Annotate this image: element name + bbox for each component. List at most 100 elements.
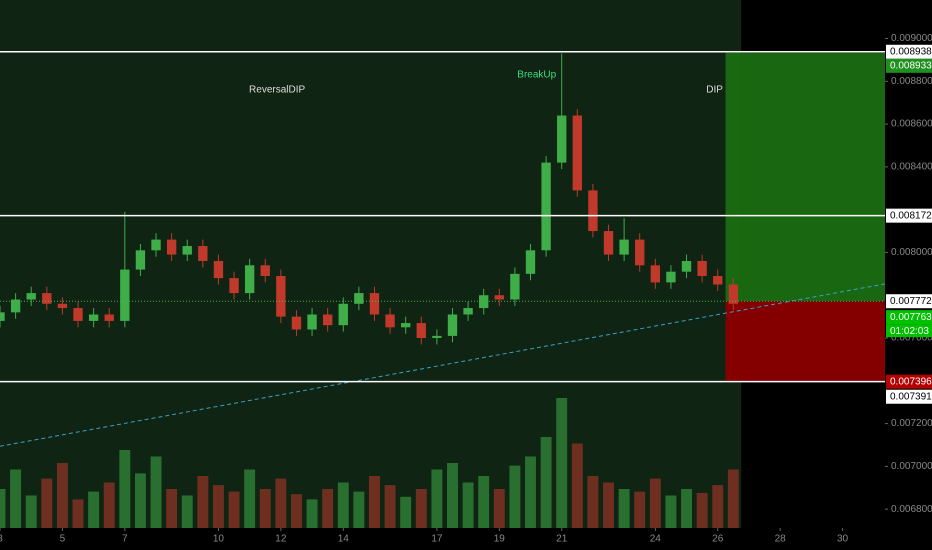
- volume-bar: [634, 491, 646, 528]
- x-tick-label: 28: [775, 534, 787, 545]
- candle-body: [354, 293, 364, 304]
- candle-body: [525, 250, 536, 274]
- candle-body: [42, 293, 52, 304]
- candle-body: [213, 261, 224, 279]
- volume-bar: [556, 398, 568, 528]
- volume-bar: [88, 491, 100, 528]
- candle-body: [572, 115, 582, 191]
- volume-bar: [587, 476, 599, 528]
- volume-bar: [478, 476, 490, 528]
- volume-bar: [525, 456, 536, 528]
- bid-box: [886, 389, 932, 404]
- candle-body: [0, 312, 5, 321]
- x-tick-label: 26: [712, 534, 724, 545]
- candle-body: [510, 273, 520, 300]
- volume-bar: [462, 482, 474, 528]
- x-tick-label: 5: [60, 534, 66, 545]
- volume-bar: [259, 489, 271, 528]
- candle-body: [244, 265, 255, 294]
- volume-bar: [25, 495, 37, 528]
- x-tick-label: 10: [213, 534, 225, 545]
- level-label: 0.008172: [890, 210, 932, 221]
- volume-bar: [212, 485, 224, 528]
- level-label: 0.008938: [890, 46, 932, 57]
- x-tick-label: 30: [837, 534, 849, 545]
- candle-body: [182, 246, 192, 255]
- volume-bar: [384, 485, 396, 528]
- y-tick-label: 0.009000: [891, 33, 932, 44]
- last-price-label: 0.007763: [890, 312, 932, 323]
- candle-body: [229, 278, 239, 294]
- candle-body: [588, 190, 598, 232]
- candle-body: [650, 265, 661, 283]
- candle-body: [166, 239, 177, 255]
- candle-body: [276, 275, 286, 317]
- volume-bar: [0, 489, 6, 528]
- candle-body: [260, 265, 270, 276]
- entry-box: [886, 294, 932, 309]
- volume-bar: [322, 489, 334, 528]
- y-tick-label: 0.008400: [891, 162, 932, 173]
- candle-body: [338, 303, 348, 326]
- target-label: 0.008933: [890, 60, 932, 71]
- volume-bar: [244, 469, 256, 528]
- candle-body: [603, 231, 614, 255]
- candle-body: [432, 335, 442, 339]
- candle-body: [494, 295, 504, 300]
- y-tick-label: 0.007000: [891, 461, 932, 472]
- candle-body: [88, 314, 99, 321]
- volume-bar: [228, 491, 240, 528]
- level-box: [886, 208, 932, 223]
- volume-bar: [369, 476, 380, 528]
- candle-body: [728, 284, 739, 304]
- candle-body: [307, 314, 317, 330]
- candle-body: [713, 275, 723, 285]
- candle-body: [557, 115, 567, 163]
- volume-bar: [400, 496, 412, 528]
- stop-zone: [725, 301, 885, 382]
- candle-body: [151, 239, 161, 251]
- annotation: DIP: [706, 85, 723, 96]
- volume-bar: [150, 456, 162, 528]
- volume-bar: [72, 499, 84, 528]
- candle-body: [198, 246, 208, 262]
- candle-body: [666, 271, 676, 283]
- countdown-box: [886, 324, 932, 338]
- x-tick-label: 24: [650, 534, 662, 545]
- target-box: [886, 58, 932, 73]
- candle-body: [619, 239, 629, 255]
- level-box: [886, 44, 932, 59]
- trendline: [0, 283, 886, 447]
- y-tick-label: 0.007600: [891, 333, 932, 344]
- volume-bar: [103, 482, 115, 528]
- volume-bar: [509, 465, 521, 528]
- volume-bar: [134, 473, 146, 528]
- volume-bar: [197, 476, 209, 528]
- volume-bar: [166, 489, 178, 528]
- candle-body: [697, 261, 707, 276]
- volume-bar: [306, 499, 318, 528]
- candle-body: [73, 308, 83, 321]
- candle-body: [400, 323, 411, 328]
- volume-bar: [540, 437, 552, 528]
- candle-body: [416, 323, 426, 339]
- volume-bar: [493, 489, 505, 528]
- time-axis: [0, 528, 885, 550]
- y-tick-label: 0.006800: [891, 504, 932, 515]
- last-price-box: [886, 310, 932, 325]
- countdown: 01:02:03: [890, 326, 929, 337]
- volume-bar: [10, 469, 22, 528]
- volume-bar: [649, 478, 661, 528]
- candle-body: [447, 314, 458, 336]
- level-label: 0.007396: [890, 376, 932, 387]
- volume-bar: [696, 492, 708, 528]
- x-tick-label: 7: [122, 534, 128, 545]
- volume-bar: [603, 482, 614, 528]
- candle-body: [635, 239, 645, 266]
- y-tick-label: 0.008800: [891, 76, 932, 87]
- candle-body: [463, 308, 473, 315]
- volume-bar: [665, 495, 677, 528]
- volume-bar: [415, 489, 427, 528]
- candle-body: [369, 293, 380, 315]
- volume-bar: [447, 463, 458, 528]
